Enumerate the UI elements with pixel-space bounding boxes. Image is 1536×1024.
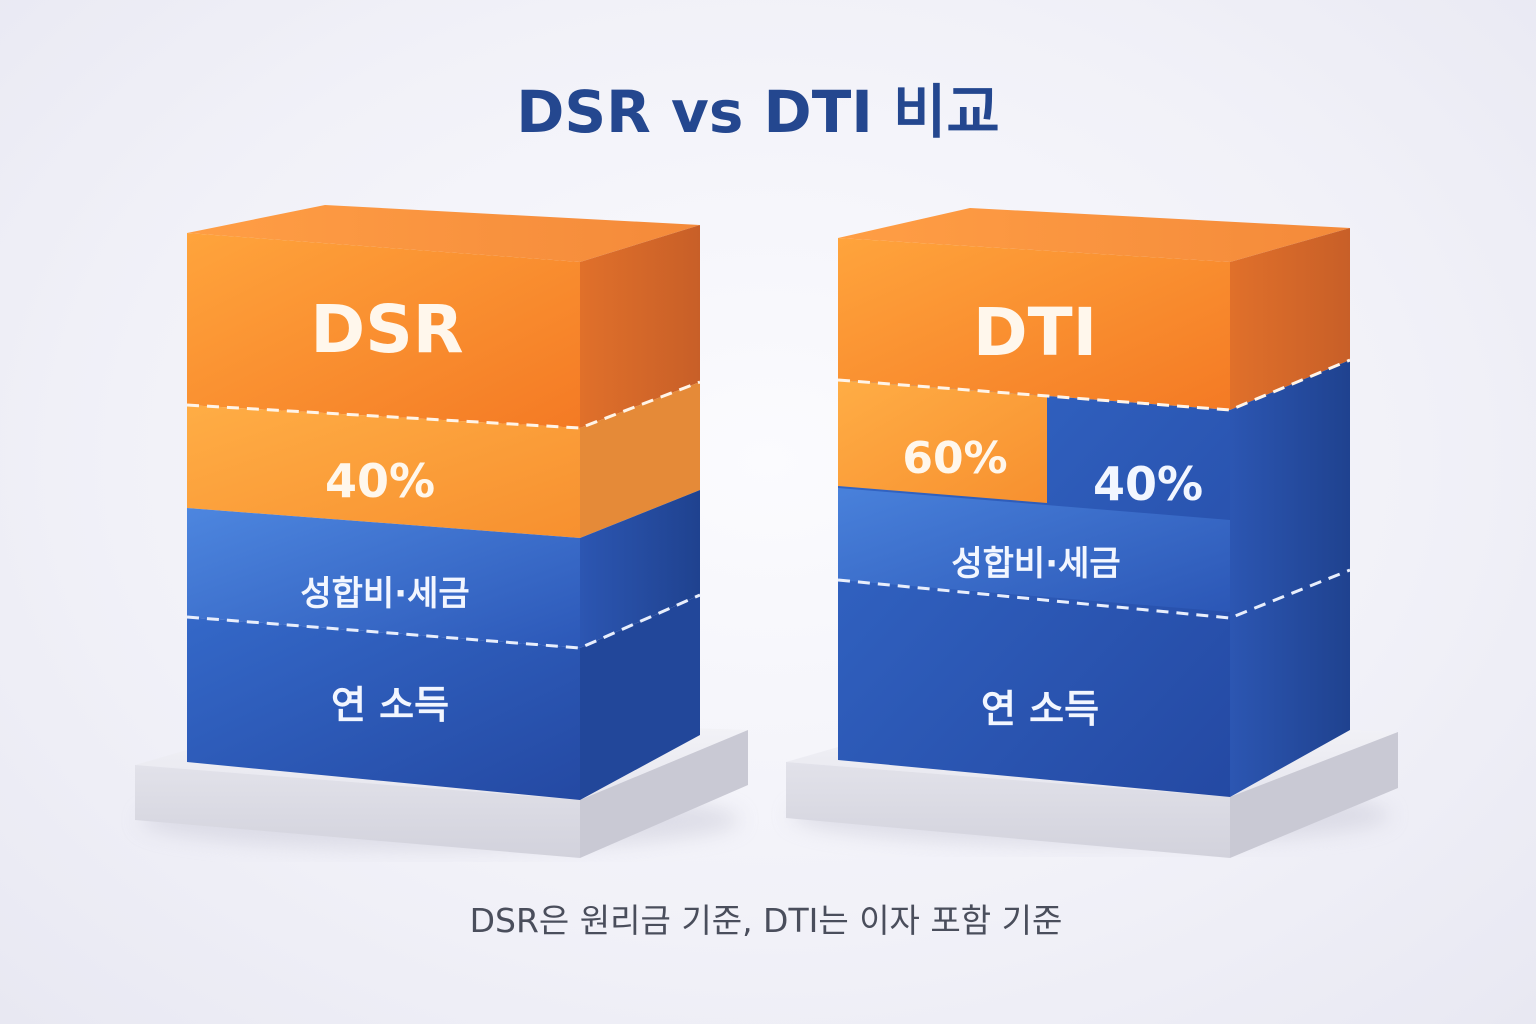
dti-block: DTI 60% 40% 성합비·세금 연 소득: [786, 208, 1398, 858]
dsr-block: DSR 40% 성합비·세금 연 소득: [135, 205, 748, 858]
page-title: DSR vs DTI 비교: [516, 78, 1000, 146]
dti-bottom-label: 연 소득: [981, 687, 1099, 731]
dti-name-label: DTI: [973, 294, 1097, 371]
dsr-name-label: DSR: [310, 291, 463, 368]
dsr-middle-label: 성합비·세금: [300, 574, 469, 614]
dsr-percent-label: 40%: [325, 454, 435, 508]
caption: DSR은 원리금 기준, DTI는 이자 포함 기준: [470, 901, 1063, 940]
dti-orange-percent-label: 60%: [902, 433, 1007, 484]
dsr-bottom-label: 연 소득: [331, 683, 449, 727]
dti-middle-label: 성합비·세금: [951, 544, 1120, 584]
dti-blue-percent-label: 40%: [1093, 457, 1203, 511]
